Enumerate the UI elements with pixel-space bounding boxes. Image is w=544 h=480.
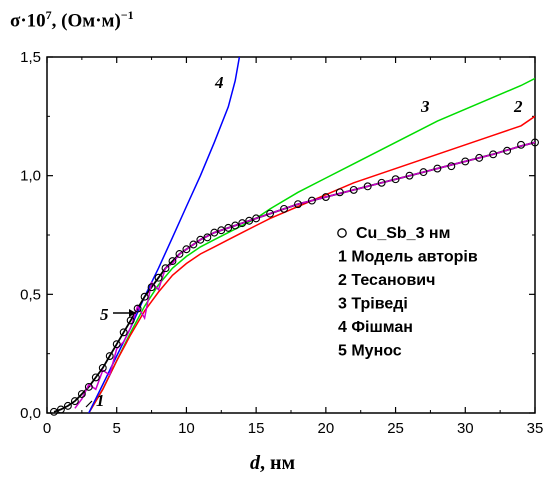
x-tick-label: 25 <box>387 420 404 437</box>
series-line-3 <box>88 77 535 413</box>
data-point <box>475 153 484 162</box>
data-point <box>391 175 400 184</box>
data-point <box>245 216 254 225</box>
data-point <box>161 264 170 273</box>
data-point <box>168 257 177 266</box>
data-point <box>84 382 93 391</box>
data-point <box>224 223 233 232</box>
legend-item: 5 Мунос <box>338 343 402 360</box>
data-point <box>517 140 526 149</box>
data-point <box>447 162 456 171</box>
data-point <box>50 407 58 416</box>
x-tick-label: 10 <box>178 420 195 437</box>
data-point <box>189 240 198 249</box>
data-point <box>377 178 386 187</box>
data-point <box>77 390 86 398</box>
curve-label-2: 2 <box>513 97 523 116</box>
data-point <box>63 401 72 410</box>
data-point <box>531 138 539 147</box>
data-point <box>210 228 219 237</box>
legend-item: 2 Тесанович <box>338 272 435 289</box>
data-point <box>231 221 240 230</box>
x-tick-label: 15 <box>248 420 265 437</box>
x-tick-label: 20 <box>318 420 335 437</box>
data-point <box>196 235 205 244</box>
data-point <box>147 283 156 292</box>
x-tick-label: 30 <box>457 420 474 437</box>
legend-item: Cu_Sb_3 нм <box>356 225 450 242</box>
data-point <box>419 168 428 177</box>
data-point <box>126 316 135 325</box>
x-tick-label: 0 <box>43 420 51 437</box>
data-point <box>105 352 114 360</box>
data-point <box>217 226 226 235</box>
data-point <box>112 340 121 349</box>
curve-label-1: 1 <box>96 391 105 410</box>
legend-marker-circle <box>337 228 347 238</box>
curve-labels: 1 2 3 4 5 <box>85 73 523 410</box>
legend-item: 4 Фішман <box>338 319 413 336</box>
series-line-1 <box>53 141 535 413</box>
data-point <box>119 328 128 337</box>
data-point <box>140 292 149 301</box>
data-point <box>203 233 212 242</box>
data-point <box>91 373 100 382</box>
data-point <box>335 188 344 197</box>
curve-label-4: 4 <box>214 73 224 92</box>
data-point <box>252 214 261 223</box>
y-axis-label: σ·107, (Ом·м)−1 <box>10 8 134 32</box>
legend: Cu_Sb_3 нм 1 Модель авторів 2 Тесанович 3 Т… <box>337 225 478 360</box>
curve-label-5: 5 <box>100 305 109 324</box>
data-point <box>56 405 65 414</box>
y-tick-label: 1,5 <box>20 49 41 66</box>
data-point <box>461 157 470 166</box>
data-point <box>489 150 498 159</box>
legend-item: 1 Модель авторів <box>338 249 478 266</box>
curve-5-arrow-head <box>129 309 136 317</box>
data-point <box>280 204 288 213</box>
data-point <box>98 363 107 372</box>
series-line-4 <box>88 57 241 413</box>
y-axis-ticks: 0,0 0,5 1,0 1,5 <box>20 49 535 422</box>
y-tick-label: 1,0 <box>20 168 41 185</box>
x-tick-label: 35 <box>527 420 544 437</box>
data-point <box>238 219 247 228</box>
legend-item: 3 Тріведі <box>338 296 408 313</box>
data-point <box>363 182 372 191</box>
data-point <box>321 193 330 201</box>
x-axis-label: d, нм <box>250 452 296 474</box>
data-point <box>349 185 358 194</box>
data-point <box>133 304 142 313</box>
data-point <box>405 171 414 180</box>
data-point <box>307 196 316 205</box>
y-tick-label: 0,5 <box>20 286 41 303</box>
x-axis-ticks: 0 5 10 15 20 25 30 35 <box>43 57 544 437</box>
y-tick-label: 0,0 <box>20 405 41 422</box>
curve-label-3: 3 <box>420 97 430 116</box>
data-point <box>433 164 442 173</box>
series-layer <box>50 57 539 416</box>
data-point <box>503 146 512 155</box>
data-point <box>294 200 302 209</box>
curve-1-arrow <box>85 400 93 408</box>
data-point <box>266 209 275 218</box>
x-tick-label: 5 <box>113 420 121 437</box>
data-point <box>70 397 79 406</box>
data-point <box>154 273 163 282</box>
data-point <box>175 250 184 258</box>
data-point <box>182 245 191 254</box>
series-line-5 <box>74 141 535 409</box>
